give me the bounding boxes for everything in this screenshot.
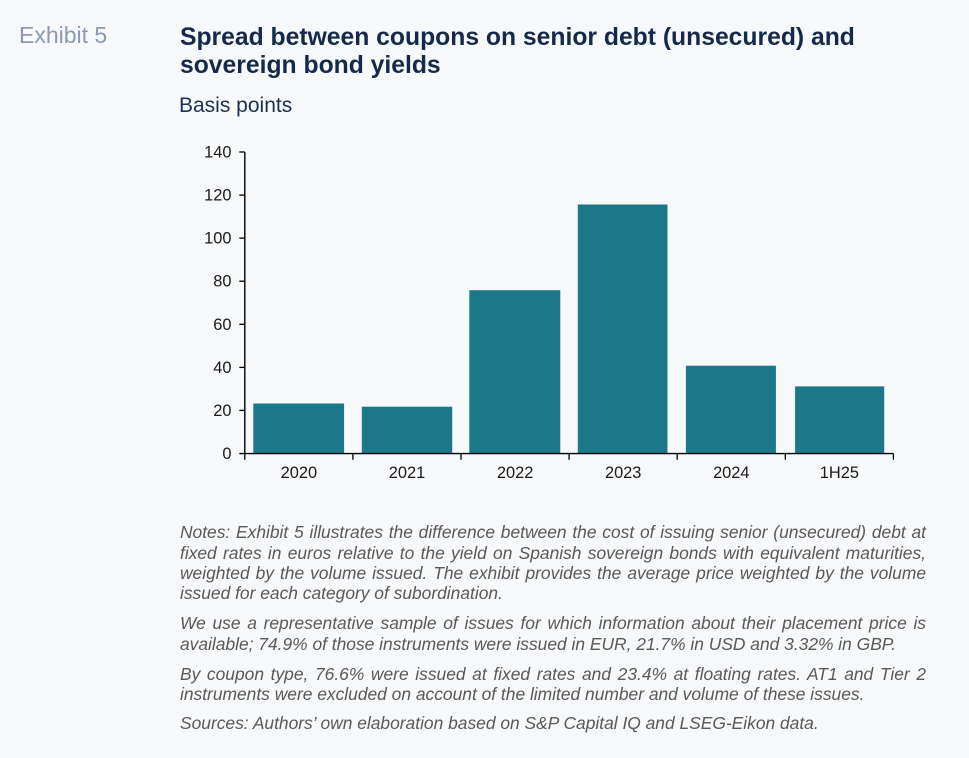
svg-text:2023: 2023 [605, 464, 641, 482]
svg-text:40: 40 [213, 359, 231, 377]
svg-text:2021: 2021 [389, 464, 425, 482]
svg-text:2020: 2020 [281, 464, 317, 482]
svg-text:100: 100 [204, 230, 231, 248]
svg-text:2024: 2024 [713, 464, 749, 482]
svg-text:140: 140 [204, 144, 231, 162]
svg-text:60: 60 [213, 316, 231, 334]
svg-text:2022: 2022 [497, 464, 533, 482]
svg-text:80: 80 [213, 273, 231, 291]
svg-text:1H25: 1H25 [820, 464, 859, 482]
svg-text:120: 120 [204, 187, 231, 205]
svg-text:20: 20 [213, 402, 231, 420]
svg-text:0: 0 [222, 445, 231, 463]
